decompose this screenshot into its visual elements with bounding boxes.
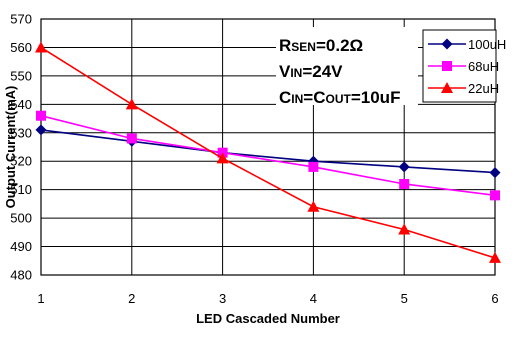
legend-label: 100uH [468, 37, 506, 52]
annotation-text: C [279, 88, 291, 107]
annotation-line: CIN=COUT=10uF [279, 88, 400, 107]
legend-item-22uH: 22uH [428, 81, 499, 96]
y-tick-label: 520 [10, 154, 32, 169]
series-68uH [36, 110, 500, 201]
annotation-text: =0.2Ω [316, 36, 363, 55]
data-point [399, 178, 410, 189]
annotation-text: V [279, 62, 291, 81]
annotation-subscript: OUT [326, 92, 352, 106]
y-tick-label: 540 [10, 97, 32, 112]
legend-label: 68uH [468, 59, 499, 74]
series-line [40, 114, 496, 197]
data-point [35, 41, 47, 53]
series-line [40, 129, 496, 174]
legend: 100uH 68uH 22uH [422, 29, 506, 103]
plot-frame [40, 18, 496, 276]
y-tick-labels: 480 490 500 510 520 530 540 550 560 570 [10, 12, 32, 283]
series-22uH [35, 41, 501, 263]
x-tick-label: 4 [310, 291, 317, 306]
y-tick-label: 480 [10, 268, 32, 283]
data-point [490, 190, 500, 201]
x-tick-label: 3 [219, 291, 226, 306]
data-point [489, 251, 501, 263]
y-tick-label: 500 [10, 211, 32, 226]
series-group [35, 41, 501, 263]
y-tick-label: 530 [10, 125, 32, 140]
annotation-subscript: IN [291, 92, 303, 106]
data-point [489, 167, 501, 179]
data-point [35, 124, 47, 136]
legend-marker [442, 61, 452, 71]
data-point [36, 110, 46, 121]
legend-label: 22uH [468, 81, 499, 96]
annotation-text: =24V [302, 62, 343, 81]
annotation-line: VIN=24V [279, 62, 343, 81]
x-tick-labels: 1 2 3 4 5 6 [37, 291, 498, 306]
annotation-subscript: IN [290, 66, 302, 80]
y-tick-label: 560 [10, 40, 32, 55]
data-point [308, 161, 319, 172]
x-axis-title: LED Cascaded Number [196, 311, 340, 326]
x-tick-label: 5 [401, 291, 408, 306]
annotation-line: RSEN=0.2Ω [279, 36, 363, 55]
x-tick-label: 1 [37, 291, 44, 306]
annotation-text: =10uF [351, 88, 401, 107]
x-tick-label: 2 [128, 291, 135, 306]
legend-item-100uH: 100uH [428, 37, 506, 52]
data-point [125, 98, 138, 110]
x-tick-label: 6 [491, 291, 498, 306]
series-line [40, 46, 496, 259]
legend-item-68uH: 68uH [428, 59, 499, 74]
data-point [216, 152, 229, 164]
legend-marker [441, 38, 453, 50]
data-point [307, 200, 320, 212]
annotation-text: =C [303, 88, 325, 107]
y-tick-label: 550 [10, 68, 32, 83]
y-tick-label: 570 [10, 12, 32, 27]
y-tick-label: 490 [10, 239, 32, 254]
legend-marker [441, 82, 453, 93]
annotation-text: R [279, 36, 291, 55]
annotation-background [276, 27, 418, 105]
data-point [398, 223, 411, 235]
data-point [126, 133, 137, 144]
data-point [398, 161, 410, 173]
grid [40, 18, 496, 276]
y-tick-label: 510 [10, 182, 32, 197]
annotation-subscript: SEN [291, 40, 316, 54]
y-axis-title: Output Current(mA) [3, 86, 18, 209]
